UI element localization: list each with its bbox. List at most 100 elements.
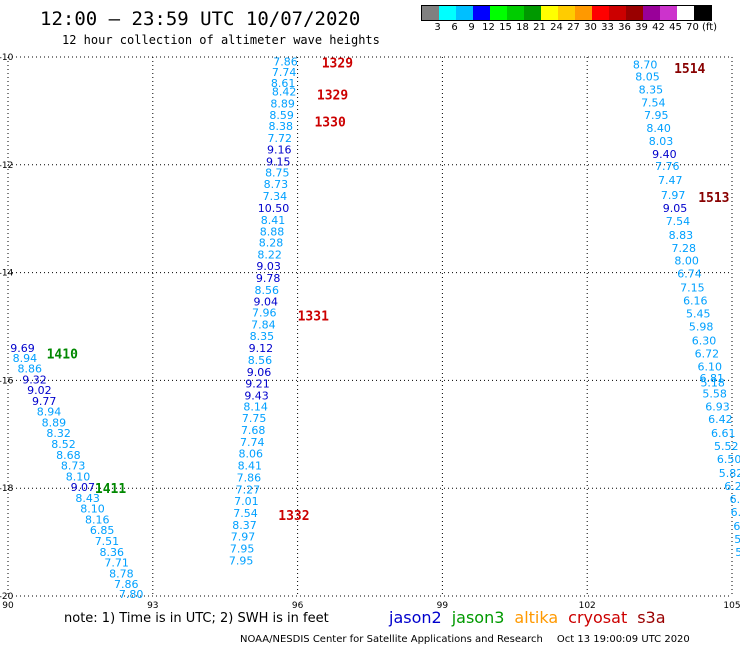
pass-number: 1411 xyxy=(95,482,126,497)
scale-label: 9 xyxy=(468,22,475,33)
wave-height-value: 9.40 xyxy=(652,148,677,161)
wave-height-value: 7.76 xyxy=(655,160,680,173)
legend-item-cryosat: cryosat xyxy=(568,608,628,627)
wave-height-value: 8.36 xyxy=(100,546,125,559)
wave-height-value: 6.81 xyxy=(699,372,724,385)
scale-swatch xyxy=(422,6,439,20)
wave-height-value: 9.05 xyxy=(663,202,688,215)
wave-height-value: 8.05 xyxy=(635,70,660,83)
wave-height-value: 8.52 xyxy=(51,438,76,451)
wave-height-value: 7.95 xyxy=(644,109,669,122)
footer: NOAA/NESDIS Center for Satellite Applica… xyxy=(240,634,690,645)
legend-item-jason2: jason2 xyxy=(389,608,442,627)
wave-height-value: 8.42 xyxy=(272,85,297,98)
wave-height-value: 8.37 xyxy=(232,519,257,532)
scale-swatch xyxy=(575,6,592,20)
wave-height-value: 7.95 xyxy=(229,554,254,567)
scale-swatch xyxy=(490,6,507,20)
x-tick-label: 90 xyxy=(2,601,14,611)
wave-height-value: 5.58 xyxy=(702,387,727,400)
y-tick-label: -14 xyxy=(0,269,14,279)
wave-height-value: 7.74 xyxy=(272,66,297,79)
grid-lines xyxy=(7,56,733,597)
pass-number: 1329 xyxy=(317,89,348,104)
scale-swatch xyxy=(626,6,643,20)
scale-label: 33 xyxy=(601,22,614,33)
wave-height-value: 6.10 xyxy=(698,360,723,373)
wave-height-value: 8.73 xyxy=(264,178,289,191)
wave-height-value: 9.32 xyxy=(22,373,47,386)
wave-height-value: 7.51 xyxy=(95,535,120,548)
wave-height-value: 8.89 xyxy=(42,416,67,429)
color-scale-bar xyxy=(421,5,712,21)
wave-height-value: 8.03 xyxy=(649,135,674,148)
scale-swatch xyxy=(643,6,660,20)
scale-swatch xyxy=(439,6,456,20)
wave-height-value: 6 xyxy=(733,520,740,533)
scale-swatch xyxy=(507,6,524,20)
footer-time: Oct 13 19:00:09 UTC 2020 xyxy=(556,634,690,645)
wave-height-value: 8.88 xyxy=(260,226,285,239)
wave-height-value: 7.34 xyxy=(263,190,288,203)
scale-swatch xyxy=(592,6,609,20)
y-tick-label: -10 xyxy=(0,53,14,63)
wave-height-value: 9.12 xyxy=(249,342,274,355)
legend-item-jason3: jason3 xyxy=(451,608,505,627)
scale-label: 24 xyxy=(550,22,563,33)
wave-height-value: 7.97 xyxy=(231,531,256,544)
wave-height-value: 6. xyxy=(731,506,740,519)
pass-number: 1514 xyxy=(674,62,705,77)
wave-height-value: 6. xyxy=(730,493,740,506)
x-tick-label: 96 xyxy=(292,601,304,611)
wave-height-value: 8.00 xyxy=(674,255,699,268)
wave-height-value: 9.06 xyxy=(247,366,272,379)
x-tick-label: 105 xyxy=(723,601,740,611)
scale-label: 30 xyxy=(584,22,597,33)
wave-height-value: 7.74 xyxy=(240,436,265,449)
wave-height-value: 8.10 xyxy=(80,503,105,516)
wave-height-value: 7.95 xyxy=(230,543,255,556)
wave-height-value: 6.72 xyxy=(695,347,720,360)
scale-label: (ft) xyxy=(701,22,718,33)
wave-height-value: 8.61 xyxy=(271,77,296,90)
wave-height-value: 7.72 xyxy=(267,132,292,145)
wave-height-value: 9.77 xyxy=(32,395,57,408)
wave-height-value: 7.86 xyxy=(273,55,298,68)
wave-height-value: 8.70 xyxy=(633,59,658,72)
pass-number: 1332 xyxy=(278,509,309,524)
wave-height-value: 9.43 xyxy=(244,389,269,402)
y-tick-label: -20 xyxy=(0,592,14,602)
scale-label: 3 xyxy=(434,22,441,33)
wave-height-value: 8.68 xyxy=(56,449,81,462)
y-tick-label: -16 xyxy=(0,376,14,386)
y-tick-label: -18 xyxy=(0,484,14,494)
scale-swatch xyxy=(473,6,490,20)
scale-label: 6 xyxy=(451,22,458,33)
chart-subtitle: 12 hour collection of altimeter wave hei… xyxy=(62,33,380,47)
wave-height-value: 7.97 xyxy=(661,189,686,202)
scale-swatch xyxy=(609,6,626,20)
wave-height-value: 7.71 xyxy=(104,557,129,570)
wave-height-value: 8.35 xyxy=(639,83,664,96)
scale-label: 27 xyxy=(567,22,580,33)
wave-height-value: 8.14 xyxy=(243,400,268,413)
wave-height-value: 7.75 xyxy=(242,412,267,425)
wave-height-value: 6.93 xyxy=(705,400,730,413)
x-tick-label: 93 xyxy=(147,601,158,611)
x-tick-label: 102 xyxy=(579,601,596,611)
scale-swatch xyxy=(694,6,711,20)
wave-height-value: 6.2 xyxy=(724,480,740,493)
wave-height-value: 7.27 xyxy=(236,483,261,496)
footer-credit: NOAA/NESDIS Center for Satellite Applica… xyxy=(240,634,543,645)
wave-height-value: 7.54 xyxy=(233,507,258,520)
wave-height-value: 5.52 xyxy=(714,440,739,453)
wave-height-value: 6.85 xyxy=(90,524,115,537)
scale-label: 45 xyxy=(669,22,682,33)
wave-height-value: 8.75 xyxy=(265,166,290,179)
wave-height-value: 9.07 xyxy=(71,481,96,494)
scale-swatch xyxy=(660,6,677,20)
scale-label: 42 xyxy=(652,22,665,33)
wave-height-value: 6.61 xyxy=(711,427,736,440)
pass-number: 1331 xyxy=(298,310,329,325)
